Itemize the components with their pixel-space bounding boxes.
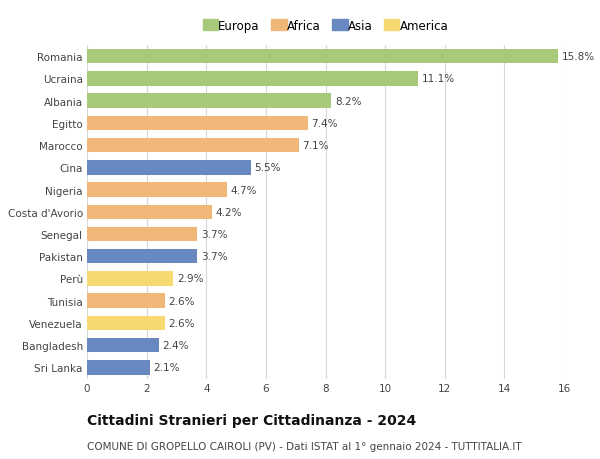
Text: Cittadini Stranieri per Cittadinanza - 2024: Cittadini Stranieri per Cittadinanza - 2… <box>87 413 416 427</box>
Text: 3.7%: 3.7% <box>201 230 227 240</box>
Text: COMUNE DI GROPELLO CAIROLI (PV) - Dati ISTAT al 1° gennaio 2024 - TUTTITALIA.IT: COMUNE DI GROPELLO CAIROLI (PV) - Dati I… <box>87 441 521 451</box>
Bar <box>87 360 149 375</box>
Bar <box>87 50 558 64</box>
Text: 5.5%: 5.5% <box>254 163 281 173</box>
Text: 15.8%: 15.8% <box>562 52 595 62</box>
Text: 7.1%: 7.1% <box>302 141 329 151</box>
Bar <box>87 249 197 264</box>
Text: 7.4%: 7.4% <box>311 118 338 129</box>
Bar <box>87 316 164 330</box>
Bar <box>87 72 418 86</box>
Text: 2.6%: 2.6% <box>168 318 194 328</box>
Text: 8.2%: 8.2% <box>335 96 362 106</box>
Text: 2.6%: 2.6% <box>168 296 194 306</box>
Bar <box>87 183 227 197</box>
Text: 4.2%: 4.2% <box>216 207 242 217</box>
Bar <box>87 272 173 286</box>
Text: 2.9%: 2.9% <box>177 274 203 284</box>
Text: 2.1%: 2.1% <box>153 363 179 373</box>
Bar <box>87 161 251 175</box>
Text: 4.7%: 4.7% <box>230 185 257 195</box>
Bar <box>87 294 164 308</box>
Text: 3.7%: 3.7% <box>201 252 227 262</box>
Text: 11.1%: 11.1% <box>421 74 455 84</box>
Legend: Europa, Africa, Asia, America: Europa, Africa, Asia, America <box>203 20 448 34</box>
Bar <box>87 94 331 109</box>
Bar <box>87 116 308 131</box>
Bar <box>87 139 299 153</box>
Bar <box>87 338 158 353</box>
Bar <box>87 205 212 219</box>
Bar <box>87 227 197 242</box>
Text: 2.4%: 2.4% <box>162 341 188 350</box>
